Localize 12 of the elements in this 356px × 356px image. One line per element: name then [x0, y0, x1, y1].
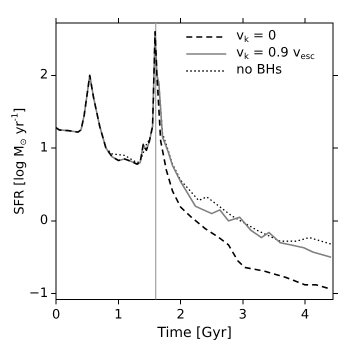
- y-tick-label: 2: [40, 68, 48, 83]
- x-tick-label: 2: [176, 308, 185, 323]
- x-tick-label: 4: [300, 308, 310, 323]
- y-axis-title: SFR [log M⊙ yr-1]: [10, 108, 28, 215]
- x-tick-label: 1: [114, 308, 123, 323]
- x-tick-label: 0: [52, 308, 60, 323]
- y-tick-label: 0: [40, 213, 48, 228]
- y-tick-label: 1: [40, 140, 48, 156]
- y-tick-label: −1: [28, 286, 48, 301]
- x-axis-title: Time [Gyr]: [156, 325, 232, 342]
- legend-label: no BHs: [236, 62, 282, 78]
- x-tick-label: 3: [238, 308, 247, 323]
